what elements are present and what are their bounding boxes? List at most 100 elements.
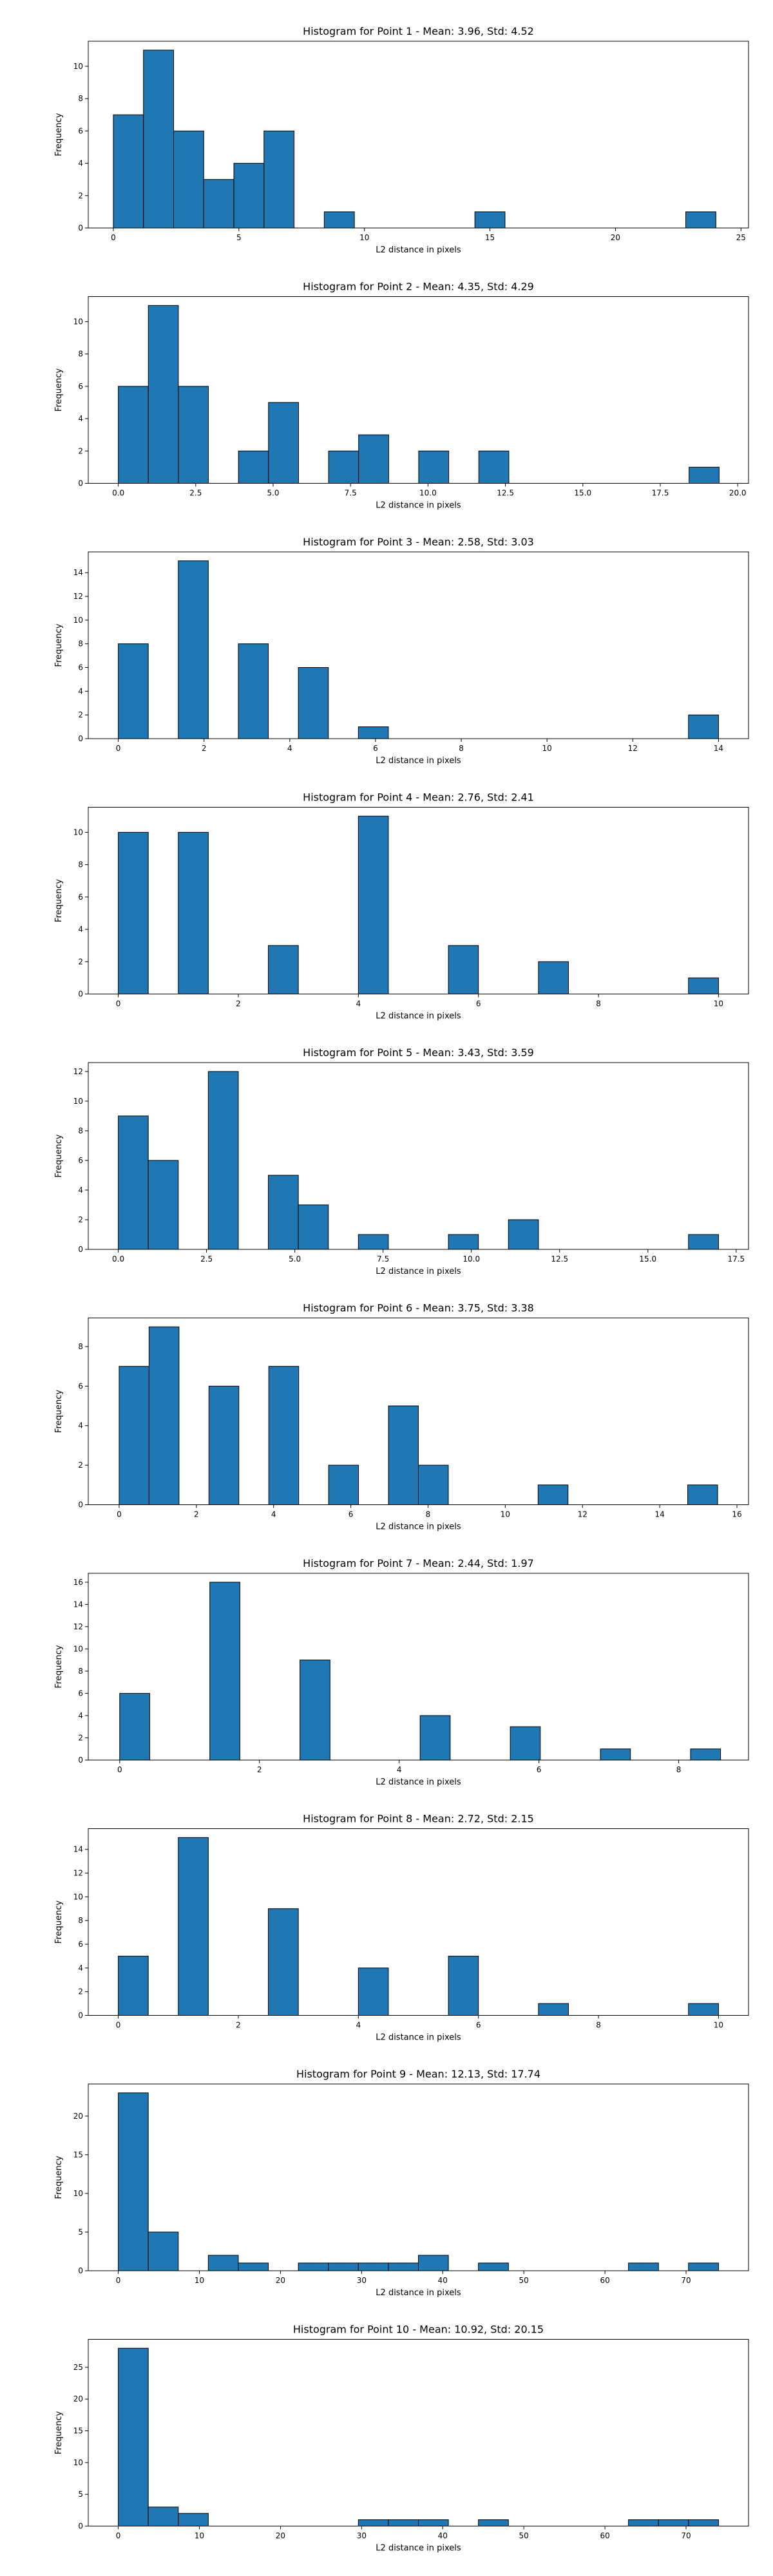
x-tick-label: 10 xyxy=(714,999,723,1009)
histogram-panel-9: Histogram for Point 9 - Mean: 12.13, Std… xyxy=(54,2068,749,2298)
histogram-bar xyxy=(689,466,720,484)
x-tick-label: 5 xyxy=(236,233,242,242)
histogram-bar xyxy=(323,211,355,229)
chart-title: Histogram for Point 1 - Mean: 3.96, Std:… xyxy=(303,25,534,37)
chart-title: Histogram for Point 5 - Mean: 3.43, Std:… xyxy=(303,1046,534,1059)
y-tick-label: 6 xyxy=(78,126,83,135)
x-axis-label: L2 distance in pixels xyxy=(376,501,461,511)
histogram-bar xyxy=(388,2262,419,2271)
histogram-bar xyxy=(688,2519,719,2526)
histogram-bar xyxy=(448,1234,479,1250)
chart-title: Histogram for Point 3 - Mean: 2.58, Std:… xyxy=(303,536,534,548)
x-tick-label: 30 xyxy=(357,2276,367,2285)
y-tick-label: 8 xyxy=(78,1342,83,1351)
x-tick-label: 4 xyxy=(271,1510,276,1519)
x-tick-label: 20 xyxy=(276,2276,285,2285)
y-axis-label: Frequency xyxy=(54,2155,64,2199)
histogram-bar xyxy=(118,2347,149,2527)
histogram-bar xyxy=(688,1234,719,1250)
x-tick-label: 2 xyxy=(257,1765,262,1774)
x-tick-label: 25 xyxy=(736,233,746,242)
y-tick-label: 12 xyxy=(73,592,83,601)
histogram-bar xyxy=(538,961,569,995)
histogram-bar xyxy=(118,1115,149,1250)
histogram-bar xyxy=(510,1726,541,1761)
y-tick-label: 14 xyxy=(73,1845,83,1854)
histogram-bar xyxy=(478,2519,509,2526)
y-tick-label: 10 xyxy=(73,1097,83,1106)
x-tick-label: 15.0 xyxy=(574,489,591,498)
histogram-bar xyxy=(358,1967,389,2016)
y-tick-label: 2 xyxy=(78,1987,83,1996)
x-tick-label: 2 xyxy=(236,2021,241,2030)
x-tick-label: 14 xyxy=(654,1510,664,1519)
x-tick-label: 60 xyxy=(600,2276,609,2285)
y-tick-label: 0 xyxy=(78,223,83,232)
histogram-bar xyxy=(388,2519,419,2526)
y-tick-label: 4 xyxy=(78,414,83,423)
x-tick-label: 10 xyxy=(714,2021,723,2030)
y-tick-label: 2 xyxy=(78,1215,83,1224)
x-tick-label: 0 xyxy=(111,233,116,242)
x-tick-label: 5.0 xyxy=(289,1255,301,1264)
y-tick-label: 6 xyxy=(78,663,83,672)
x-tick-label: 30 xyxy=(357,2532,367,2541)
histogram-bar xyxy=(148,305,179,484)
y-tick-label: 8 xyxy=(78,1667,83,1676)
plot-frame xyxy=(88,2083,749,2271)
histogram-bar xyxy=(238,2262,269,2271)
histogram-bar xyxy=(148,2506,179,2527)
histogram-bar xyxy=(600,1748,631,1761)
histogram-bar xyxy=(148,1160,179,1250)
y-tick-label: 25 xyxy=(73,2363,83,2372)
y-tick-label: 0 xyxy=(78,734,83,743)
y-tick-label: 15 xyxy=(73,2427,83,2436)
histogram-bar xyxy=(268,1366,300,1506)
x-axis-label: L2 distance in pixels xyxy=(376,1777,461,1787)
x-tick-label: 2 xyxy=(202,744,207,753)
plot-frame xyxy=(88,1573,749,1761)
histogram-bar xyxy=(448,1955,479,2016)
chart-title: Histogram for Point 8 - Mean: 2.72, Std:… xyxy=(303,1813,534,1825)
x-axis-label: L2 distance in pixels xyxy=(376,756,461,766)
x-tick-label: 4 xyxy=(356,999,361,1009)
plot-frame xyxy=(88,1062,749,1250)
y-tick-label: 6 xyxy=(78,893,83,902)
histogram-bar xyxy=(474,211,506,229)
y-axis-label: Frequency xyxy=(54,623,64,667)
y-tick-label: 5 xyxy=(78,2228,83,2237)
y-tick-label: 0 xyxy=(78,2522,83,2531)
histogram-bar xyxy=(263,130,295,229)
y-tick-label: 6 xyxy=(78,1689,83,1698)
x-tick-label: 10.0 xyxy=(419,489,437,498)
y-tick-label: 6 xyxy=(78,1940,83,1949)
histogram-bar xyxy=(358,2262,389,2271)
x-tick-label: 70 xyxy=(681,2532,691,2541)
y-axis-label: Frequency xyxy=(54,368,64,412)
y-tick-label: 12 xyxy=(73,1622,83,1631)
histogram-bar xyxy=(328,2262,359,2271)
y-axis-label: Frequency xyxy=(54,1390,64,1433)
y-tick-label: 10 xyxy=(73,2458,83,2467)
x-tick-label: 10 xyxy=(195,2532,204,2541)
x-tick-label: 8 xyxy=(596,2021,601,2030)
plot-frame xyxy=(88,551,749,739)
x-axis-label: L2 distance in pixels xyxy=(376,2288,461,2298)
histogram-bar xyxy=(690,1748,721,1761)
y-tick-label: 0 xyxy=(78,2011,83,2020)
histogram-bar xyxy=(358,1234,389,1250)
histogram-bar xyxy=(238,643,269,739)
y-axis-label: Frequency xyxy=(54,879,64,922)
histogram-bar xyxy=(537,1484,569,1506)
x-tick-label: 10 xyxy=(195,2276,204,2285)
histogram-bar xyxy=(628,2519,659,2526)
x-tick-label: 12.5 xyxy=(497,489,514,498)
histogram-bar xyxy=(178,1837,209,2016)
histogram-bar xyxy=(298,2262,329,2271)
histogram-bar xyxy=(388,1405,419,1505)
x-axis-label: L2 distance in pixels xyxy=(376,1267,461,1276)
x-tick-label: 0 xyxy=(117,1510,122,1519)
chart-title: Histogram for Point 7 - Mean: 2.44, Std:… xyxy=(303,1557,534,1569)
histogram-panel-8: Histogram for Point 8 - Mean: 2.72, Std:… xyxy=(54,1813,749,2043)
y-tick-label: 8 xyxy=(78,1126,83,1135)
